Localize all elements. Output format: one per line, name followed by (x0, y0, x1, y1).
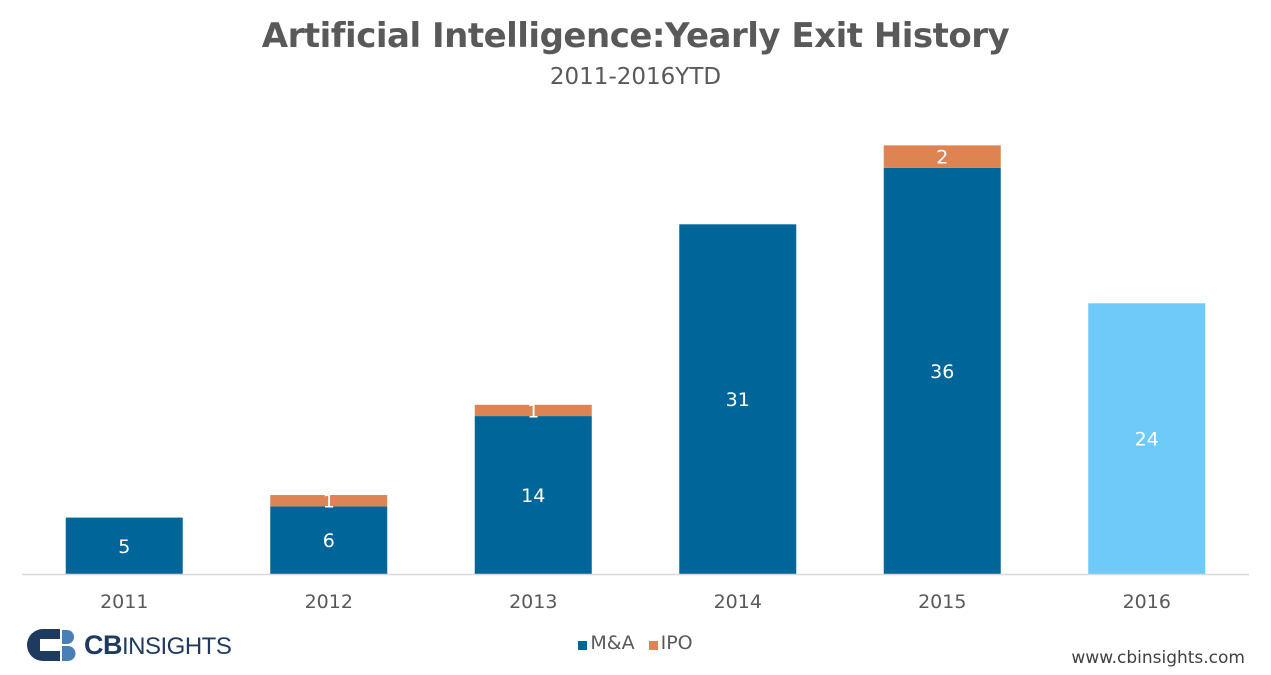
x-tick-label-2011: 2011 (100, 591, 148, 613)
legend-swatch-ma (578, 641, 588, 650)
cb-insights-logo-icon (27, 629, 76, 661)
bar-ma-2012 (270, 506, 388, 574)
bar-ma-2011 (65, 517, 183, 574)
data-label-ma-2016: 24 (1135, 429, 1159, 451)
bar-ma-2014 (679, 224, 797, 574)
data-label-ipo-2012: 1 (323, 491, 335, 513)
data-label-ma-2012: 6 (323, 530, 335, 552)
bar-ma-2016 (1088, 303, 1206, 574)
legend-label-ipo: IPO (660, 632, 693, 654)
x-tick-label-2015: 2015 (918, 591, 966, 613)
cb-insights-wordmark: CBINSIGHTS (84, 629, 232, 660)
x-tick-label-2012: 2012 (305, 591, 353, 613)
x-tick-label-2013: 2013 (509, 591, 557, 613)
bar-ipo-2012 (270, 495, 388, 507)
data-label-ma-2014: 31 (726, 389, 750, 411)
chart-subtitle: 2011-2016YTD (549, 64, 722, 90)
legend-item-ma: M&A (578, 632, 635, 654)
legend-label-ma: M&A (590, 632, 635, 654)
data-label-ipo-2013: 1 (527, 400, 539, 422)
logo-text-bold: CB (84, 629, 123, 660)
bar-ma-2013 (474, 416, 592, 574)
bar-ma-2015 (883, 167, 1001, 575)
legend-item-ipo: IPO (648, 632, 693, 654)
legend-swatch-ipo (648, 641, 658, 650)
bar-ipo-2013 (474, 404, 592, 417)
website-url: www.cbinsights.com (1071, 648, 1245, 668)
data-label-ipo-2015: 2 (936, 147, 948, 169)
chart-legend: M&A IPO (0, 632, 1271, 654)
bar-ipo-2015 (883, 145, 1001, 168)
x-tick-label-2016: 2016 (1123, 591, 1171, 613)
chart-title: Artificial Intelligence:Yearly Exit Hist… (261, 16, 1010, 56)
cb-insights-logo: CBINSIGHTS (26, 628, 232, 662)
x-tick-label-2014: 2014 (714, 591, 762, 613)
logo-text: INSIGHTS (122, 632, 232, 660)
data-label-ma-2013: 14 (521, 485, 545, 507)
data-label-ma-2015: 36 (930, 361, 954, 383)
data-label-ma-2011: 5 (118, 536, 130, 558)
